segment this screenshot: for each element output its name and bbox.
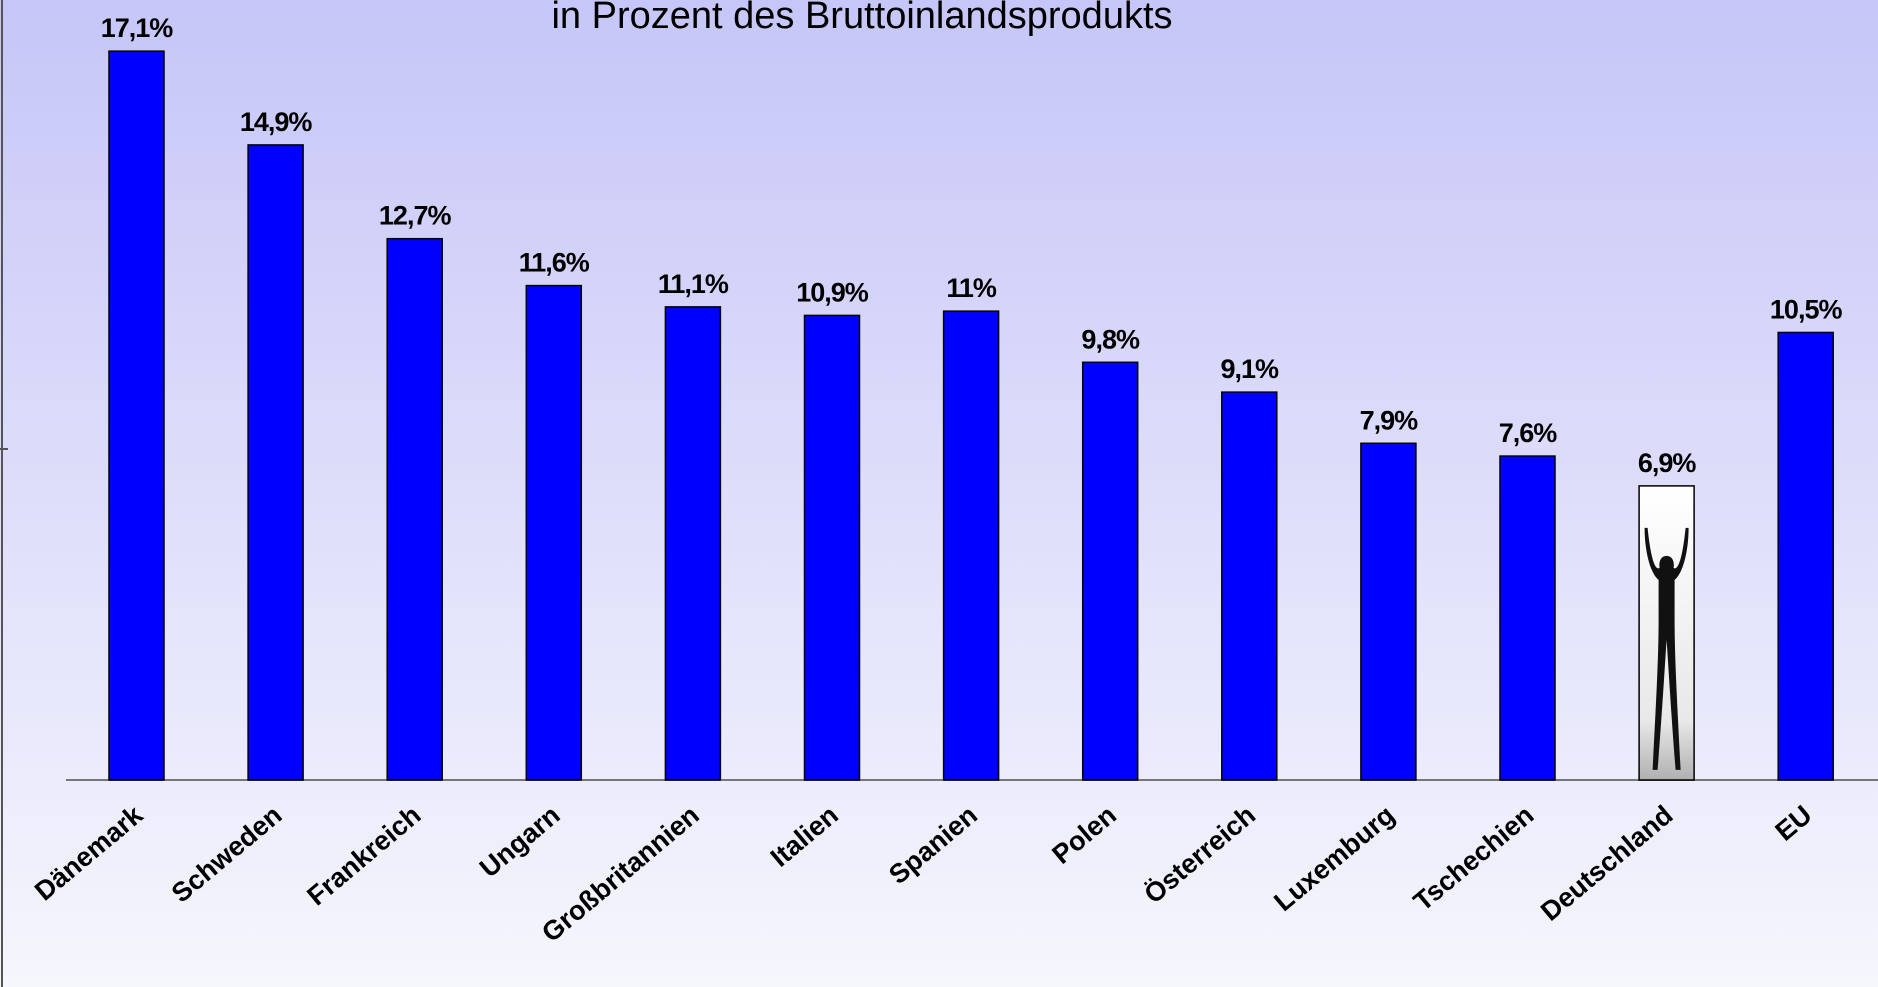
value-label: 11,1% (658, 269, 729, 299)
value-label: 11% (946, 273, 997, 303)
bar (247, 144, 304, 781)
value-label: 12,7% (379, 201, 452, 231)
bar (386, 237, 443, 781)
chart-title: in Prozent des Bruttoinlandsprodukts (551, 0, 1172, 37)
bar (664, 306, 722, 781)
value-label: 7,9% (1360, 405, 1419, 435)
bar (1081, 361, 1139, 781)
bar (942, 310, 1000, 781)
value-label: 9,1% (1221, 354, 1280, 384)
value-label: 9,8% (1081, 324, 1140, 354)
value-label: 11,6% (519, 248, 590, 278)
bar (108, 50, 165, 781)
bar (803, 314, 861, 781)
bar (1499, 455, 1556, 781)
bar (1360, 442, 1417, 781)
bar (525, 284, 583, 781)
silhouette (1644, 527, 1689, 770)
bar (1221, 391, 1278, 781)
value-label: 14,9% (240, 107, 313, 137)
value-label: 10,9% (796, 277, 869, 307)
bar (1777, 331, 1834, 781)
value-label: 10,5% (1770, 294, 1843, 324)
value-label: 7,6% (1499, 418, 1558, 448)
value-label: 6,9% (1638, 448, 1697, 478)
value-label: 17,1% (101, 13, 174, 43)
